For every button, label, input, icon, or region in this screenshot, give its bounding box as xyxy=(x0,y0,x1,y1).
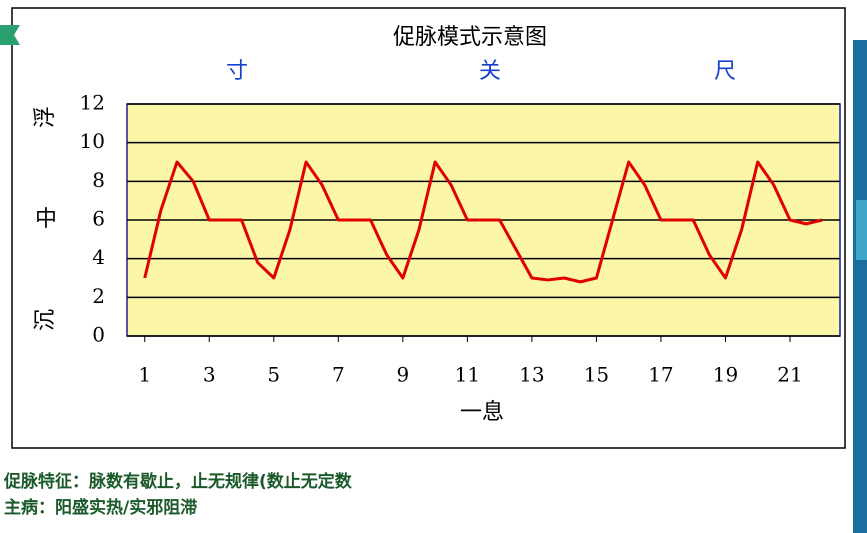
x-tick-label: 15 xyxy=(584,363,609,387)
x-tick-label: 3 xyxy=(203,363,216,387)
y-tick-label: 10 xyxy=(80,129,105,153)
x-tick-label: 7 xyxy=(332,363,345,387)
data-line xyxy=(143,160,823,284)
side-bar xyxy=(853,40,867,533)
chart-title: 促脉模式示意图 xyxy=(393,25,547,50)
x-tick-label: 19 xyxy=(713,363,738,387)
corner-tag xyxy=(0,25,20,45)
y-tick-label: 4 xyxy=(92,245,105,269)
y-tick-label: 12 xyxy=(80,91,105,115)
position-label: 寸 xyxy=(226,59,248,84)
x-tick-label: 5 xyxy=(267,363,280,387)
depth-label: 浮 xyxy=(33,106,58,128)
x-tick-label: 9 xyxy=(396,363,409,387)
y-tick-label: 0 xyxy=(92,323,105,347)
depth-label: 沉 xyxy=(33,309,58,331)
y-tick-label: 8 xyxy=(92,168,105,192)
x-axis-label: 一息 xyxy=(460,400,504,425)
position-label: 尺 xyxy=(714,59,736,84)
x-tick-label: 13 xyxy=(519,363,544,387)
depth-label: 中 xyxy=(35,207,57,232)
position-label: 关 xyxy=(479,59,501,84)
note: 促脉特征：脉数有歇止，止无规律(数止无定数 xyxy=(4,472,352,492)
x-tick-label: 17 xyxy=(648,363,673,387)
y-tick-label: 6 xyxy=(92,207,105,231)
x-tick-label: 11 xyxy=(455,363,480,387)
x-tick-label: 1 xyxy=(138,363,151,387)
side-bar-highlight xyxy=(856,200,867,260)
note: 主病：阳盛实热/实邪阻滞 xyxy=(4,498,198,518)
x-tick-label: 21 xyxy=(777,363,802,387)
y-tick-label: 2 xyxy=(92,284,105,308)
